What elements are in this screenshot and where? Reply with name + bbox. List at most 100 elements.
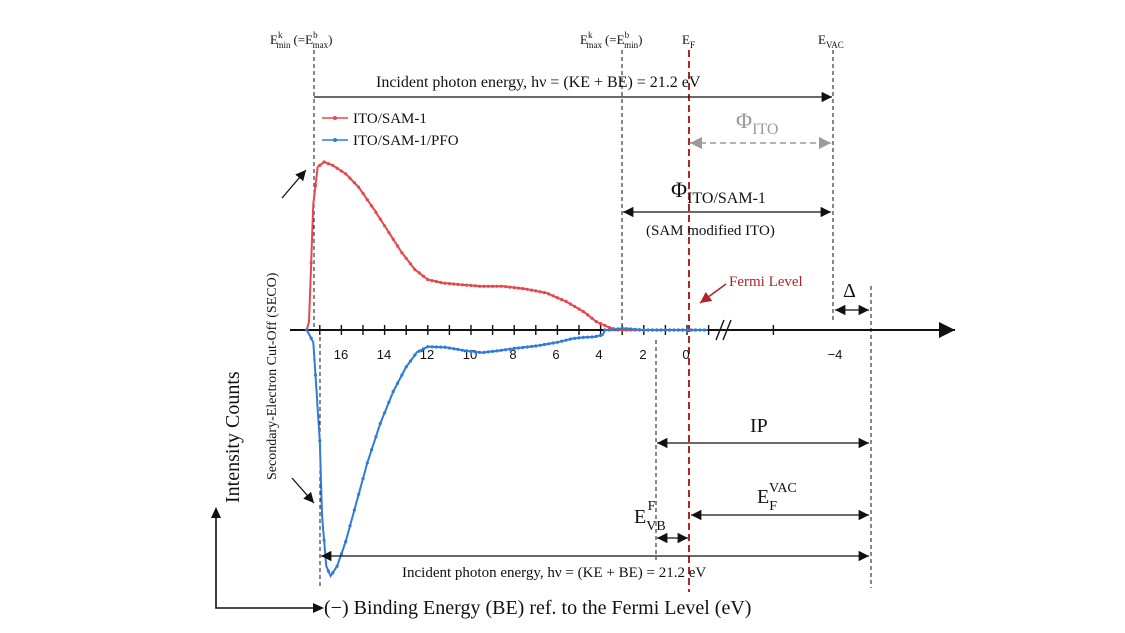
- seco-label: Secondary-Electron Cut-Off (SECO): [265, 272, 280, 480]
- phi-ito-sam-caption: (SAM modified ITO): [646, 223, 775, 239]
- ito-sam-1-pfo-point: [590, 335, 594, 339]
- ito-sam-1-point: [521, 287, 525, 291]
- ito-sam-1-pfo-point: [694, 328, 698, 332]
- e-vb-label: EVBF: [634, 499, 666, 534]
- ito-sam-1-point: [460, 283, 464, 287]
- ito-sam-1-pfo-point: [322, 538, 326, 542]
- ito-sam-1-pfo-point: [521, 345, 525, 350]
- tick-label-12: 12: [420, 347, 434, 362]
- ito-sam-1-pfo-point: [482, 350, 486, 354]
- ito-sam-1-point: [473, 284, 477, 288]
- ito-sam-1-pfo-point: [564, 338, 568, 342]
- ito-sam-1-pfo-point: [581, 335, 585, 339]
- ito-sam-1-pfo-point: [495, 349, 499, 353]
- legend-label-blue: ITO/SAM-1/PFO: [353, 133, 459, 149]
- ito-sam-1-pfo-point: [309, 336, 313, 340]
- ito-sam-1-point: [512, 286, 516, 290]
- ito-sam-1-pfo-point: [702, 328, 706, 332]
- tick-label-2: 2: [639, 347, 646, 362]
- ito-sam-1-pfo-point: [396, 381, 400, 385]
- ito-sam-1-pfo-point: [620, 326, 624, 330]
- ito-sam-1-pfo-point: [374, 435, 378, 439]
- ito-sam-1-pfo-point: [465, 349, 469, 353]
- ito-sam-1-point: [529, 288, 534, 292]
- ito-sam-1-point: [322, 160, 326, 164]
- ito-sam-1-pfo-point: [512, 346, 516, 350]
- ito-sam-1-pfo-point: [534, 344, 538, 348]
- delta-label: Δ: [843, 280, 856, 302]
- ito-sam-1-pfo-point: [624, 327, 629, 331]
- seco-pointer-lower: [291, 477, 315, 504]
- ito-sam-1-point: [331, 163, 335, 167]
- legend-label-red: ITO/SAM-1: [353, 111, 427, 127]
- ito-sam-1-point: [408, 262, 413, 266]
- ito-sam-1-point: [577, 307, 581, 311]
- seco-pointer-upper: [281, 169, 307, 199]
- ito-sam-1-point: [348, 176, 352, 180]
- ito-sam-1-pfo-point: [378, 421, 382, 426]
- ito-sam-1-point: [560, 298, 564, 302]
- ito-sam-1-pfo-point: [698, 328, 702, 332]
- ito-sam-1-pfo-point: [352, 508, 356, 512]
- ito-sam-1-point: [361, 191, 365, 195]
- legend-marker-blue: [333, 138, 337, 142]
- ito-sam-1-pfo-point: [629, 327, 633, 331]
- ito-sam-1-point: [391, 237, 395, 241]
- ito-sam-1-pfo-point: [577, 336, 581, 340]
- ito-sam-1-point: [452, 282, 456, 286]
- ito-sam-1-pfo-point: [357, 492, 361, 496]
- ito-sam-1-pfo-point: [689, 328, 693, 332]
- ito-sam-1-pfo-point: [335, 564, 339, 568]
- axis-break-mark-1: [715, 319, 725, 341]
- x-axis: 16 14 12 10 8 6 4 2 0 −4: [290, 319, 955, 362]
- ito-sam-1-point: [335, 166, 339, 170]
- ito-sam-1-point: [581, 309, 585, 314]
- ito-sam-1-point: [573, 304, 577, 309]
- ito-sam-1-point: [599, 322, 603, 326]
- ito-sam-1-point: [404, 256, 408, 260]
- ito-sam-1-pfo-point: [547, 342, 551, 346]
- y-axis-label: Intensity Counts: [222, 371, 244, 503]
- ito-sam-1-pfo-point: [491, 349, 495, 353]
- emin-label: Ek min (=Eb max): [270, 30, 332, 50]
- ito-sam-1-pfo-point: [408, 359, 413, 363]
- ito-sam-1-pfo-line: [305, 327, 708, 579]
- ito-sam-1-pfo-point: [573, 336, 577, 340]
- ito-sam-1-point: [447, 282, 451, 286]
- ito-sam-1-point: [469, 283, 473, 288]
- outer-axes: [215, 515, 316, 609]
- ito-sam-1-point: [525, 287, 529, 291]
- ito-sam-1-point: [495, 284, 499, 288]
- ito-sam-1-point: [434, 279, 438, 284]
- ito-sam-1-pfo-point: [391, 389, 395, 394]
- ito-sam-1-point: [504, 285, 508, 289]
- ito-sam-1-pfo-point: [456, 347, 460, 351]
- ito-sam-1-pfo-point: [413, 353, 417, 357]
- ito-sam-1-pfo-point: [305, 328, 309, 332]
- ito-sam-1-pfo-point: [637, 328, 642, 332]
- ito-sam-1-pfo-point: [508, 347, 512, 351]
- ito-sam-1-pfo-point: [676, 328, 681, 332]
- evac-top-label: EVAC: [818, 32, 844, 50]
- ito-sam-1-point: [421, 274, 426, 278]
- ito-sam-1-point: [396, 244, 400, 248]
- tick-label-4: 4: [595, 347, 602, 362]
- ito-sam-1-pfo-point: [603, 328, 607, 332]
- ito-sam-1-pfo-point: [504, 348, 508, 352]
- fermi-level-label: Fermi Level: [729, 274, 803, 290]
- ito-sam-1-point: [370, 204, 374, 208]
- ito-sam-1-point: [456, 282, 460, 286]
- tick-label-10: 10: [463, 347, 477, 362]
- ito-sam-1-point: [374, 210, 378, 214]
- ito-sam-1-pfo-point: [469, 349, 473, 353]
- ito-sam-1-pfo-point: [421, 347, 426, 351]
- ito-sam-1-pfo-point: [344, 540, 348, 544]
- ito-sam-1-point: [555, 296, 560, 300]
- series-ito-sam-1: [305, 160, 699, 332]
- ito-sam-1-point: [365, 198, 369, 202]
- ito-sam-1-point: [478, 284, 482, 288]
- ito-sam-1-point: [482, 284, 486, 288]
- fermi-level-pointer: [699, 283, 727, 304]
- ito-sam-1-point: [426, 278, 430, 282]
